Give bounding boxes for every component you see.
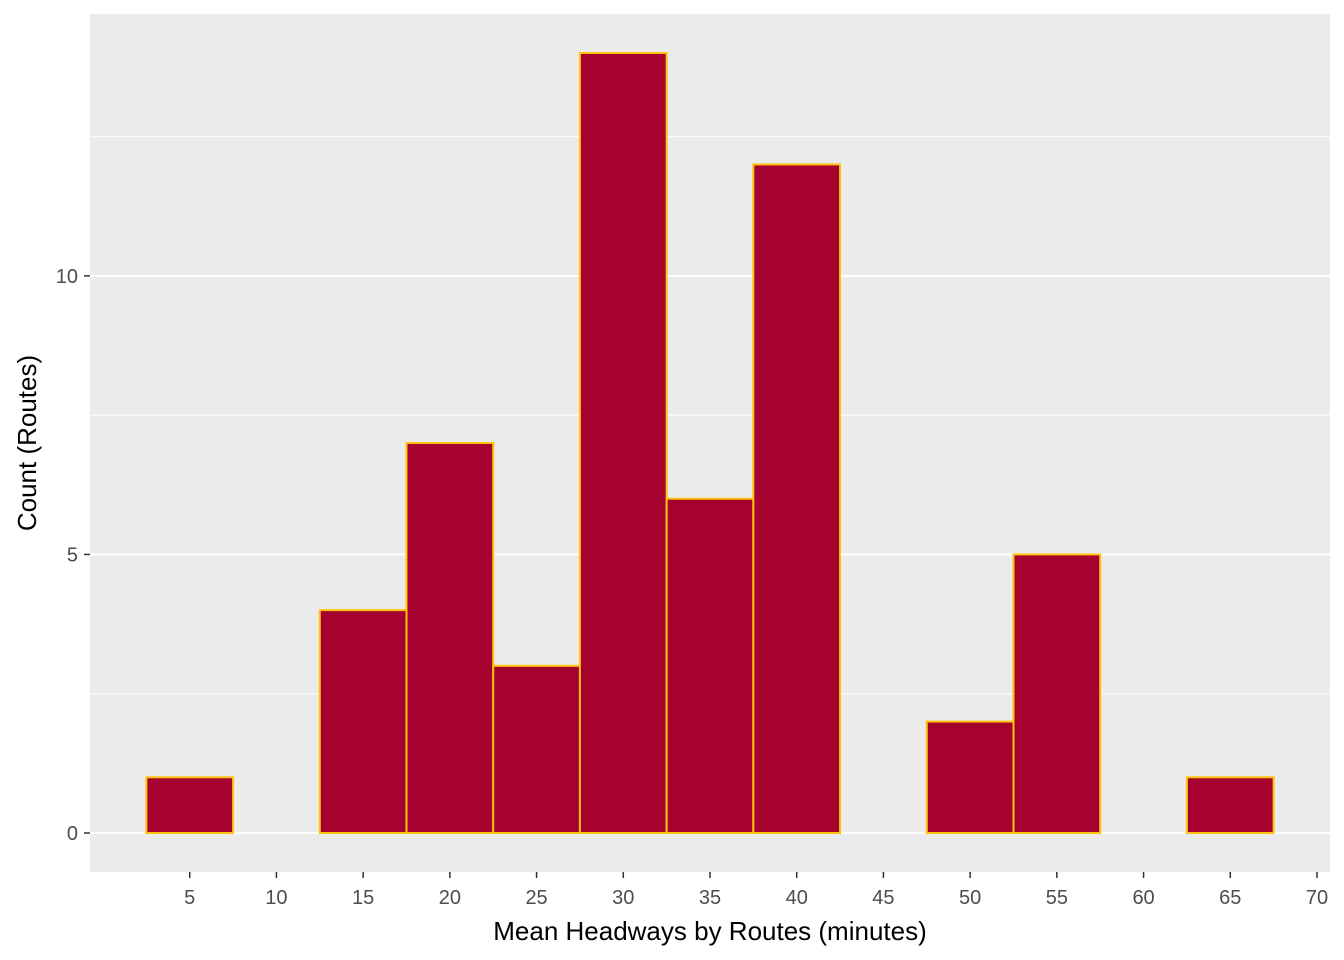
x-tick-label: 5	[184, 887, 195, 909]
x-tick-label: 35	[699, 887, 721, 909]
x-tick-label: 40	[786, 887, 808, 909]
histogram-bar	[318, 609, 408, 835]
x-axis-title: Mean Headways by Routes (minutes)	[493, 916, 927, 946]
x-tick-label: 45	[872, 887, 894, 909]
y-tick-label: 0	[67, 823, 78, 845]
y-tick-label: 10	[56, 266, 78, 288]
y-axis-title: Count (Routes)	[12, 355, 42, 531]
y-tick-label: 5	[67, 544, 78, 566]
x-tick-label: 60	[1132, 887, 1154, 909]
histogram-bar	[405, 442, 495, 834]
histogram-bar	[752, 163, 842, 834]
histogram-bar	[665, 497, 755, 834]
x-tick-label: 10	[265, 887, 287, 909]
x-tick-label: 50	[959, 887, 981, 909]
x-axis: 5 10 15 20 25 30 35 40 45 50 55 60 65 70	[184, 872, 1328, 909]
x-tick-label: 25	[525, 887, 547, 909]
histogram-bar	[492, 664, 581, 834]
x-tick-label: 55	[1046, 887, 1068, 909]
histogram-bar	[578, 52, 668, 834]
y-axis: 0 5 10	[56, 266, 90, 845]
x-tick-label: 20	[439, 887, 461, 909]
histogram-bar	[1012, 553, 1102, 835]
x-tick-label: 30	[612, 887, 634, 909]
histogram-bar	[1185, 776, 1275, 834]
histogram-bars	[145, 52, 1275, 835]
x-tick-label: 15	[352, 887, 374, 909]
histogram-bar	[145, 776, 235, 834]
x-tick-label: 65	[1219, 887, 1241, 909]
x-tick-label: 70	[1306, 887, 1328, 909]
histogram-bar	[925, 720, 1015, 834]
